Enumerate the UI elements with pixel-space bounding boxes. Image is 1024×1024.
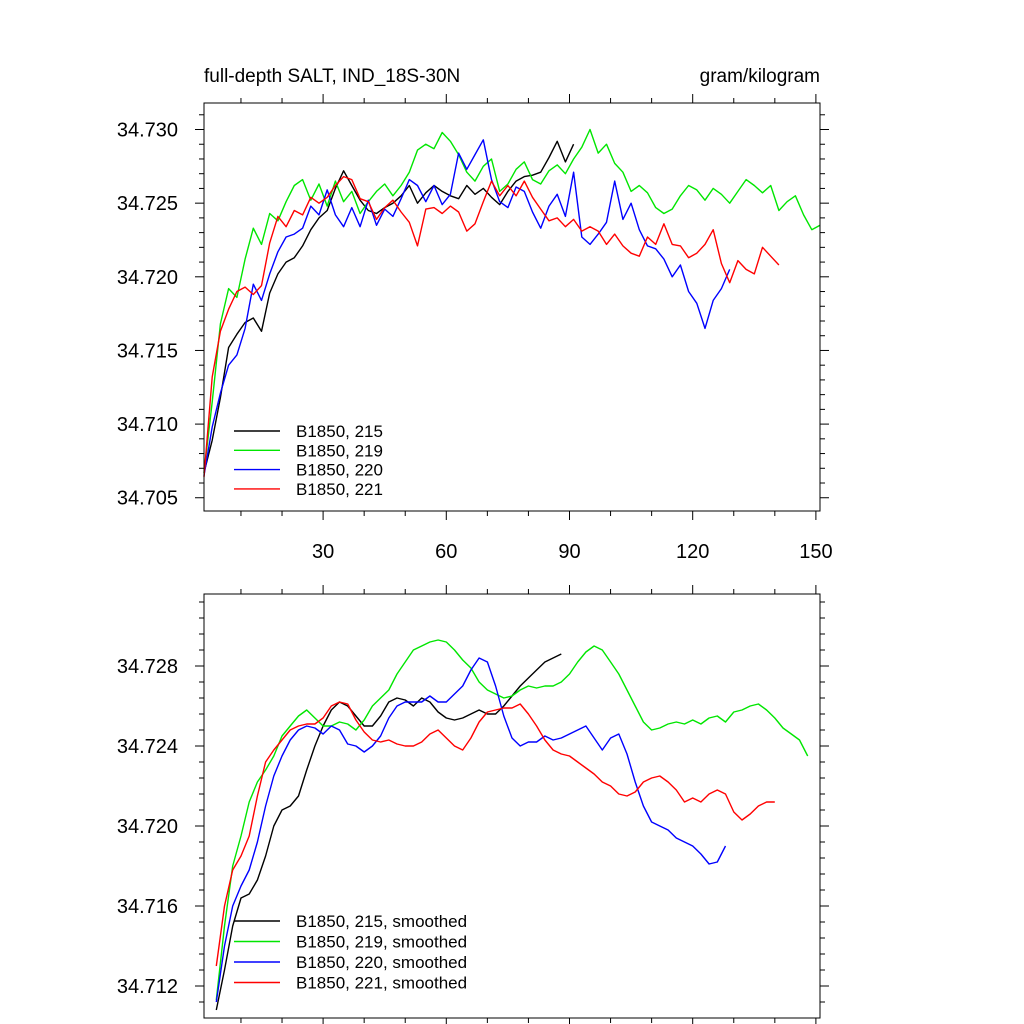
top-title-right: gram/kilogram (700, 66, 820, 87)
top-legend-label-1: B1850, 219 (296, 441, 383, 460)
bottom-series-line-3 (215, 701, 775, 967)
bottom-series-line-1 (215, 639, 809, 1001)
top-series-line-1 (203, 128, 821, 473)
top-series-line-3 (203, 175, 780, 478)
bottom-series-line-0 (215, 653, 562, 1011)
top-series-line-2 (203, 139, 731, 476)
y-tick-label: 34.716 (117, 896, 178, 918)
top-series-lines (203, 128, 821, 478)
bottom-series-lines (215, 639, 809, 1011)
top-panel: full-depth SALT, IND_18S-30N gram/kilogr… (117, 66, 833, 563)
x-tick-label: 60 (435, 541, 457, 563)
x-tick-label: 30 (312, 541, 334, 563)
bottom-legend-label-2: B1850, 220, smoothed (296, 953, 467, 972)
top-legend-label-2: B1850, 220 (296, 461, 383, 480)
x-tick-label: 150 (799, 541, 832, 563)
top-series-line-0 (203, 140, 575, 473)
top-ticks: 34.705 34.710 34.715 34.720 34.725 34.730 30 60… (117, 94, 833, 563)
bottom-panel: 34.712 34.716 34.720 34.724 34.728 B1850, 21… (117, 585, 829, 1024)
y-tick-label: 34.730 (117, 120, 178, 142)
y-tick-label: 34.720 (117, 267, 178, 289)
top-title-left: full-depth SALT, IND_18S-30N (204, 66, 460, 87)
bottom-ticks: 34.712 34.716 34.720 34.724 34.728 (117, 585, 829, 1024)
x-tick-label: 120 (676, 541, 709, 563)
bottom-legend-label-0: B1850, 215, smoothed (296, 912, 467, 931)
y-tick-label: 34.710 (117, 414, 178, 436)
bottom-legend-label-3: B1850, 221, smoothed (296, 974, 467, 993)
y-tick-label: 34.728 (117, 656, 178, 678)
top-legend-label-0: B1850, 215 (296, 422, 383, 441)
top-plot-frame (203, 102, 821, 512)
top-legend-label-3: B1850, 221 (296, 480, 383, 499)
bottom-legend-label-1: B1850, 219, smoothed (296, 933, 467, 952)
y-tick-label: 34.715 (117, 340, 178, 362)
x-tick-label: 90 (558, 541, 580, 563)
bottom-plot-frame (203, 593, 821, 1019)
y-tick-label: 34.724 (117, 736, 178, 758)
y-tick-label: 34.705 (117, 488, 178, 510)
bottom-series-line-2 (215, 657, 727, 1003)
y-tick-label: 34.725 (117, 193, 178, 215)
bottom-legend: B1850, 215, smoothed B1850, 219, smoothed… (234, 912, 467, 993)
y-tick-label: 34.712 (117, 976, 178, 998)
y-tick-label: 34.720 (117, 816, 178, 838)
